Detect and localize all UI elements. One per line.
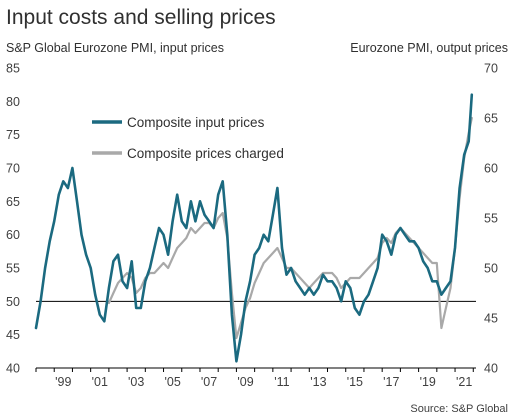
left-tick-label: 55 (6, 262, 20, 276)
legend-label-input: Composite input prices (127, 115, 265, 130)
right-tick-label: 45 (484, 312, 498, 326)
left-axis-tick-labels: 40 45 50 55 60 65 70 75 80 85 (6, 62, 20, 376)
left-tick-label: 40 (6, 362, 20, 376)
x-tick-label: '99 (55, 375, 71, 389)
x-tick-label: '03 (128, 375, 144, 389)
left-tick-label: 80 (6, 95, 20, 109)
right-axis-title: Eurozone PMI, output prices (350, 41, 508, 55)
right-tick-label: 40 (484, 362, 498, 376)
chart-title: Input costs and selling prices (6, 6, 276, 29)
legend-label-output: Composite prices charged (127, 146, 284, 161)
x-tick-label: '15 (347, 375, 363, 389)
x-tick-label: '13 (310, 375, 326, 389)
source-note: Source: S&P Global (410, 403, 508, 415)
right-tick-label: 70 (484, 62, 498, 76)
x-tick-label: '17 (383, 375, 399, 389)
legend: Composite input prices Composite prices … (92, 115, 284, 161)
left-tick-label: 70 (6, 162, 20, 176)
right-tick-label: 65 (484, 112, 498, 126)
series-layer (34, 93, 474, 363)
x-tick-label: '09 (237, 375, 253, 389)
left-tick-label: 45 (6, 328, 20, 342)
right-tick-label: 50 (484, 262, 498, 276)
x-tick-label: '21 (456, 375, 472, 389)
right-axis-tick-labels: 40 45 50 55 60 65 70 (484, 62, 498, 376)
x-axis: '99 '01 '03 '05 '07 '09 '11 '13 '15 '17 '19 '21 (35, 367, 476, 389)
left-axis-title: S&P Global Eurozone PMI, input prices (6, 41, 224, 55)
series-line-composite-input-prices (34, 93, 474, 363)
left-tick-label: 85 (6, 62, 20, 76)
x-tick-label: '11 (274, 375, 289, 389)
right-tick-label: 60 (484, 162, 498, 176)
left-tick-label: 75 (6, 128, 20, 142)
left-tick-label: 50 (6, 295, 20, 309)
x-tick-label: '07 (201, 375, 217, 389)
x-tick-label: '19 (420, 375, 436, 389)
x-tick-label: '01 (92, 375, 108, 389)
x-tick-label: '05 (164, 375, 180, 389)
right-tick-label: 55 (484, 212, 498, 226)
left-tick-label: 60 (6, 228, 20, 242)
left-tick-label: 65 (6, 195, 20, 209)
